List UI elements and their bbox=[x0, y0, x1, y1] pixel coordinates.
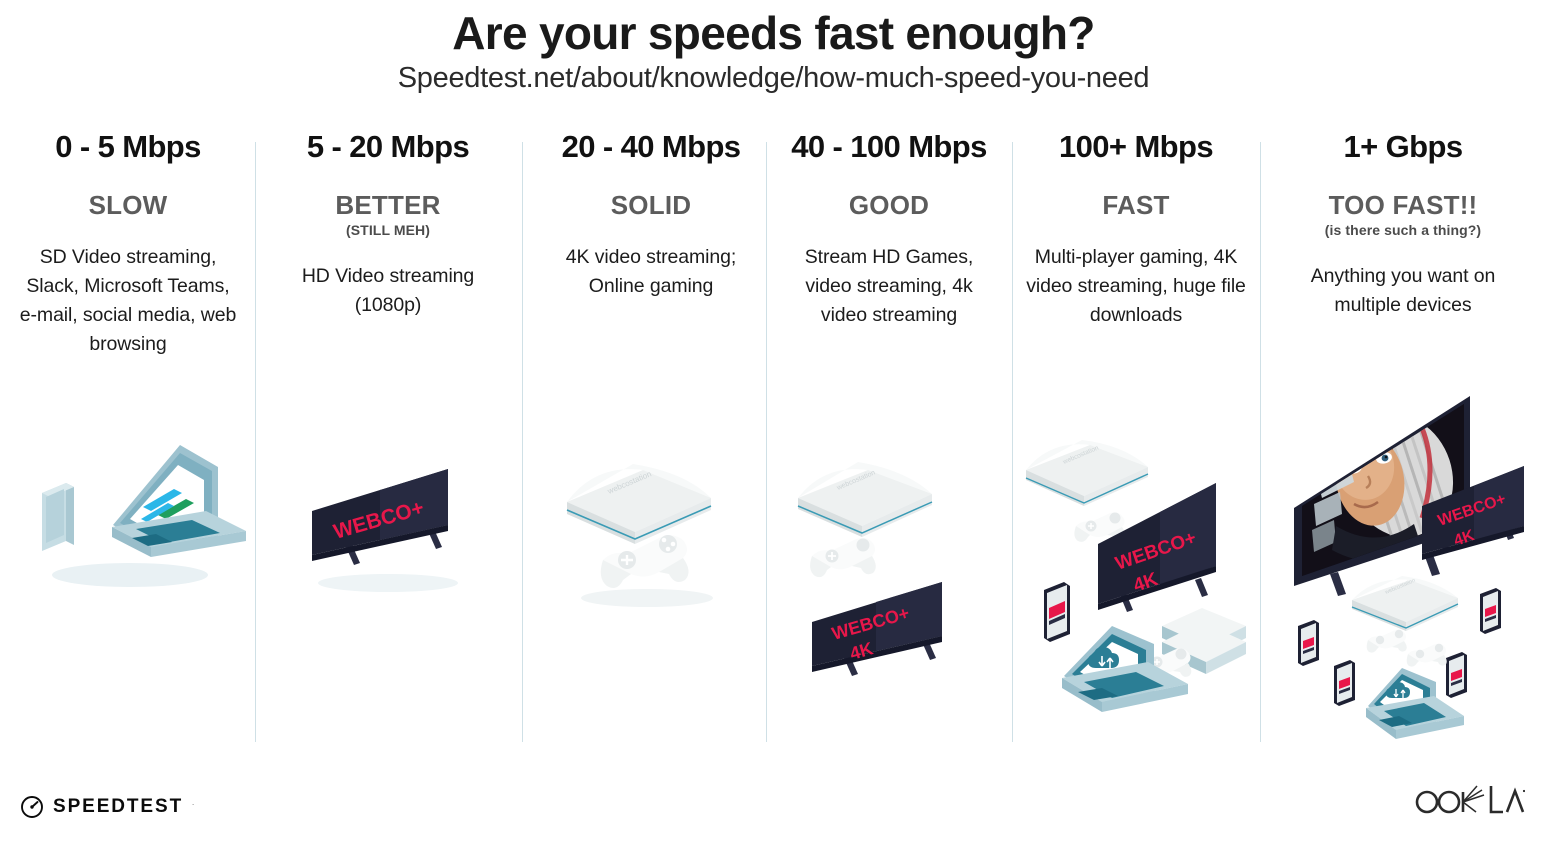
gamepad-icon bbox=[1366, 629, 1407, 653]
laptop-icon bbox=[1062, 626, 1188, 712]
laptop-icon bbox=[1366, 668, 1464, 739]
tv-icon: WEBCO+ bbox=[312, 469, 448, 565]
speed-tier-column-1: 0 - 5 Mbps SLOW SD Video streaming, Slac… bbox=[8, 129, 248, 587]
speed-rating-label: BETTER bbox=[335, 190, 441, 221]
speed-tier-column-5: 100+ Mbps FAST Multi-player gaming, 4K v… bbox=[1020, 129, 1252, 712]
speed-rating-label: TOO FAST!! bbox=[1328, 190, 1478, 221]
ookla-wordmark-icon bbox=[1415, 785, 1526, 814]
speed-range-label: 1+ Gbps bbox=[1343, 129, 1464, 164]
speed-range-label: 100+ Mbps bbox=[1059, 129, 1214, 164]
speed-description: SD Video streaming, Slack, Microsoft Tea… bbox=[19, 246, 237, 355]
speed-rating-label: SOLID bbox=[610, 190, 692, 221]
phone-icon bbox=[1446, 652, 1467, 698]
speed-range-label: 5 - 20 Mbps bbox=[306, 129, 470, 164]
speed-tier-column-3: 20 - 40 Mbps SOLID 4K video streaming; O… bbox=[535, 129, 767, 607]
speed-rating-label: GOOD bbox=[848, 190, 930, 221]
tv-resolution-label: 4K bbox=[1452, 527, 1477, 550]
phone-icon bbox=[1298, 620, 1319, 666]
speed-tier-column-6: 1+ Gbps TOO FAST!! (is there such a thin… bbox=[1272, 129, 1534, 739]
speed-description: Stream HD Games, video streaming, 4k vid… bbox=[804, 246, 974, 327]
speed-description: HD Video streaming (1080p) bbox=[301, 265, 475, 317]
device-illustration-laptop-phone bbox=[8, 435, 248, 610]
speed-range-label: 40 - 100 Mbps bbox=[791, 129, 987, 164]
speed-range-label: 0 - 5 Mbps bbox=[55, 129, 201, 164]
console-icon: webcostation bbox=[1025, 440, 1149, 506]
settop-icon bbox=[1162, 608, 1246, 674]
device-illustration-multi-device: webcostation bbox=[1020, 440, 1252, 745]
speedometer-icon bbox=[21, 796, 43, 818]
speed-rating-label: FAST bbox=[1102, 190, 1170, 221]
column-divider bbox=[1260, 142, 1261, 742]
speed-rating-label: SLOW bbox=[88, 190, 168, 221]
speed-tier-column-2: 5 - 20 Mbps BETTER (STILL MEH) HD Video … bbox=[268, 129, 508, 592]
speedtest-wordmark: SPEEDTEST bbox=[53, 796, 184, 817]
speedtest-logo: SPEEDTEST ˙ bbox=[20, 795, 195, 819]
gamepad-icon bbox=[600, 535, 689, 588]
console-icon: webcostation bbox=[1351, 576, 1459, 631]
gamepad-icon bbox=[1406, 643, 1447, 667]
device-illustration-console-gamepad-tv: webcostation bbox=[776, 460, 1002, 725]
gamepad-icon bbox=[810, 537, 876, 578]
column-divider bbox=[255, 142, 256, 742]
tv-icon: WEBCO+ 4K bbox=[1098, 483, 1216, 612]
speed-tier-column-4: 40 - 100 Mbps GOOD Stream HD Games, vide… bbox=[776, 129, 1002, 676]
speed-rating-sublabel: (is there such a thing?) bbox=[1324, 222, 1482, 239]
phone-icon bbox=[42, 483, 74, 551]
phone-icon bbox=[1334, 660, 1355, 706]
phone-icon bbox=[1480, 588, 1501, 634]
speedtest-trademark: ˙ bbox=[192, 802, 195, 812]
speed-description: 4K video streaming; Online gaming bbox=[565, 246, 737, 298]
speed-tier-columns: 0 - 5 Mbps SLOW SD Video streaming, Slac… bbox=[0, 129, 1547, 750]
column-divider bbox=[1012, 142, 1013, 742]
column-divider bbox=[766, 142, 767, 742]
column-divider bbox=[522, 142, 523, 742]
device-illustration-tv: WEBCO+ bbox=[268, 455, 508, 610]
speed-range-label: 20 - 40 Mbps bbox=[561, 129, 741, 164]
tv-icon: WEBCO+ 4K bbox=[1422, 466, 1524, 560]
laptop-icon bbox=[112, 445, 246, 557]
speed-description: Anything you want on multiple devices bbox=[1310, 265, 1496, 317]
ookla-logo bbox=[1413, 782, 1526, 821]
device-illustration-console-gamepad: webcostation bbox=[535, 460, 767, 625]
console-icon: webcostation bbox=[797, 462, 933, 537]
big-tv-icon bbox=[1294, 396, 1470, 596]
phone-icon bbox=[1044, 582, 1070, 642]
speed-rating-sublabel: (STILL MEH) bbox=[345, 222, 431, 239]
speed-description: Multi-player gaming, 4K video streaming,… bbox=[1026, 246, 1246, 327]
page-subtitle: Speedtest.net/about/knowledge/how-much-s… bbox=[397, 62, 1150, 94]
page-title: Are your speeds fast enough? bbox=[452, 7, 1095, 59]
console-icon: webcostation bbox=[566, 464, 712, 544]
device-illustration-everything: WEBCO+ 4K webcostation bbox=[1272, 358, 1534, 758]
tv-icon: WEBCO+ 4K bbox=[812, 582, 942, 676]
